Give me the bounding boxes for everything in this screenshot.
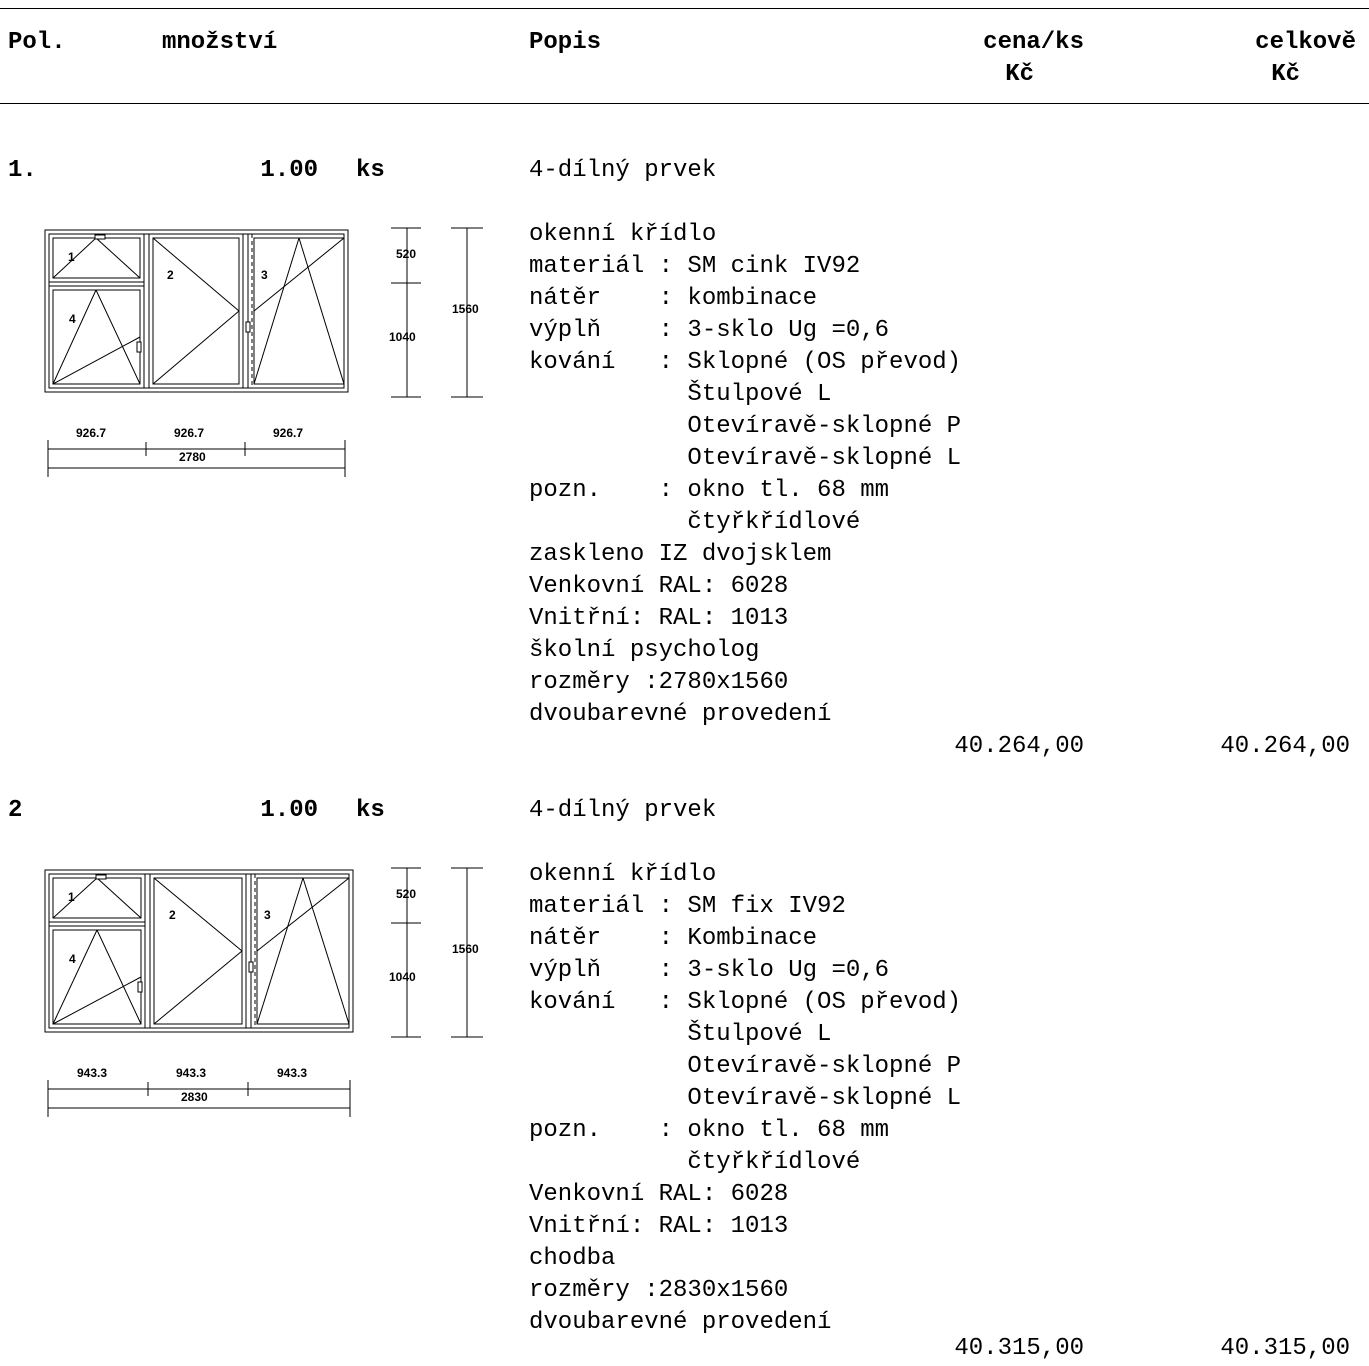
desc-line: Otevíravě-sklopné P — [529, 1053, 962, 1080]
item-title: 4-dílný prvek — [529, 797, 717, 824]
item-qty: 1.00 — [260, 797, 318, 824]
item-qty: 1.00 — [260, 157, 318, 184]
item-pol: 1. — [8, 157, 37, 184]
col-header-total: celkově — [1255, 29, 1356, 56]
col-header-unit-price: cena/ks — [983, 29, 1084, 56]
item-pol: 2 — [8, 797, 23, 824]
desc-line: výplň : 3-sklo Ug =0,6 — [529, 317, 890, 344]
desc-line: nátěr : kombinace — [529, 285, 818, 312]
item-unit: ks — [356, 797, 385, 824]
desc-line: okenní křídlo — [529, 861, 717, 888]
sash-number: 2 — [169, 908, 176, 922]
sash-number: 4 — [69, 312, 76, 326]
height-total-label: 1560 — [452, 302, 479, 316]
sash-number: 4 — [69, 952, 76, 966]
height-dimension-drawing — [391, 227, 483, 398]
height-dimension-drawing — [391, 867, 483, 1038]
desc-line: kování : Sklopné (OS převod) — [529, 989, 962, 1016]
desc-line: Štulpové L — [529, 381, 832, 408]
desc-line: pozn. : okno tl. 68 mm — [529, 1117, 890, 1144]
sash-number: 3 — [264, 908, 271, 922]
width-label: 943.3 — [77, 1066, 108, 1080]
window-frame-drawing — [44, 229, 349, 477]
desc-line: čtyřkřídlové — [529, 1149, 861, 1176]
desc-line: zaskleno IZ dvojsklem — [529, 541, 832, 568]
sash-number: 1 — [68, 890, 75, 904]
window-frame-drawing — [44, 869, 354, 1117]
desc-line: školní psycholog — [529, 637, 760, 664]
item-total: 40.315,00 — [1220, 1335, 1350, 1362]
col-header-unit-price-currency: Kč — [1005, 61, 1034, 88]
desc-line: okenní křídlo — [529, 221, 717, 248]
item-title: 4-dílný prvek — [529, 157, 717, 184]
desc-line: dvoubarevné provedení — [529, 701, 832, 728]
desc-line: Vnitřní: RAL: 1013 — [529, 1213, 789, 1240]
item-total: 40.264,00 — [1220, 733, 1350, 760]
desc-line: materiál : SM fix IV92 — [529, 893, 846, 920]
desc-line: chodba — [529, 1245, 616, 1272]
width-total-label: 2780 — [179, 450, 206, 464]
width-total-label: 2830 — [181, 1090, 208, 1104]
desc-line: rozměry :2830x1560 — [529, 1277, 789, 1304]
desc-line: dvoubarevné provedení — [529, 1309, 832, 1336]
sash-number: 2 — [167, 268, 174, 282]
desc-line: výplň : 3-sklo Ug =0,6 — [529, 957, 890, 984]
width-label: 926.7 — [76, 426, 107, 440]
width-label: 943.3 — [277, 1066, 308, 1080]
height-top-label: 520 — [396, 247, 417, 261]
height-bottom-label: 1040 — [389, 970, 416, 984]
sash-number: 1 — [68, 250, 75, 264]
col-header-pol: Pol. — [8, 29, 66, 56]
desc-line: materiál : SM cink IV92 — [529, 253, 861, 280]
desc-line: Otevíravě-sklopné P — [529, 413, 962, 440]
desc-line: rozměry :2780x1560 — [529, 669, 789, 696]
desc-line: Otevíravě-sklopné L — [529, 445, 962, 472]
item-unit-price: 40.264,00 — [954, 733, 1084, 760]
item-unit-price: 40.315,00 — [954, 1335, 1084, 1362]
sash-number: 3 — [261, 268, 268, 282]
desc-line: kování : Sklopné (OS převod) — [529, 349, 962, 376]
desc-line: čtyřkřídlové — [529, 509, 861, 536]
height-bottom-label: 1040 — [389, 330, 416, 344]
desc-line: pozn. : okno tl. 68 mm — [529, 477, 890, 504]
width-label: 926.7 — [174, 426, 205, 440]
height-total-label: 1560 — [452, 942, 479, 956]
desc-line: nátěr : Kombinace — [529, 925, 818, 952]
desc-line: Venkovní RAL: 6028 — [529, 573, 789, 600]
col-header-qty: množství — [162, 29, 278, 56]
item-unit: ks — [356, 157, 385, 184]
header-top-rule — [0, 8, 1369, 9]
desc-line: Otevíravě-sklopné L — [529, 1085, 962, 1112]
desc-line: Venkovní RAL: 6028 — [529, 1181, 789, 1208]
height-top-label: 520 — [396, 887, 417, 901]
width-label: 926.7 — [273, 426, 304, 440]
header-bottom-rule — [0, 103, 1369, 104]
desc-line: Štulpové L — [529, 1021, 832, 1048]
col-header-desc: Popis — [529, 29, 602, 56]
col-header-total-currency: Kč — [1271, 61, 1300, 88]
width-label: 943.3 — [176, 1066, 207, 1080]
desc-line: Vnitřní: RAL: 1013 — [529, 605, 789, 632]
